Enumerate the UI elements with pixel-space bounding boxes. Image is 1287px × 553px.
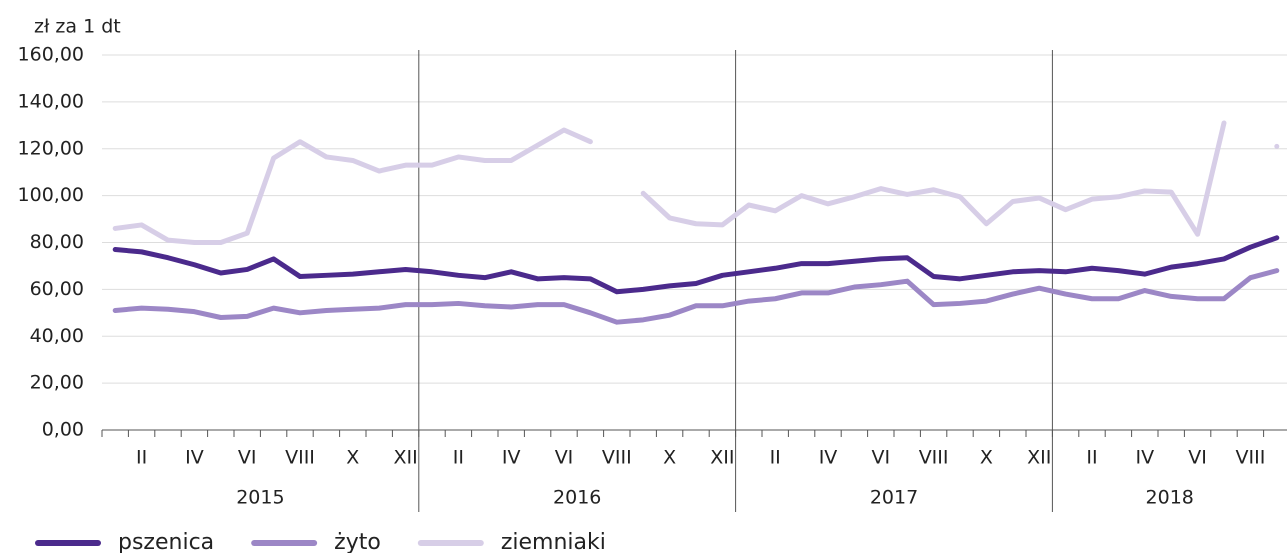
x-tick-label: VI <box>238 447 257 469</box>
year-label: 2016 <box>553 487 601 509</box>
x-tick-label: IV <box>819 447 838 469</box>
series-line <box>112 235 1280 295</box>
x-tick-label: IV <box>1135 447 1154 469</box>
x-tick-label: II <box>453 447 464 469</box>
y-tick-label: 0,00 <box>42 419 84 441</box>
x-tick-label: II <box>770 447 781 469</box>
legend-label: ziemniaki <box>501 530 606 553</box>
legend-label: żyto <box>334 530 381 553</box>
y-tick-label: 160,00 <box>18 44 84 66</box>
x-tick-label: II <box>136 447 147 469</box>
y-tick-label: 60,00 <box>30 278 84 300</box>
x-tick-label: XII <box>710 447 734 469</box>
x-tick-label: X <box>346 447 359 469</box>
x-tick-label: VIII <box>919 447 949 469</box>
y-tick-label: 140,00 <box>18 90 84 112</box>
x-tick-label: XII <box>393 447 417 469</box>
y-tick-label: 20,00 <box>30 372 84 394</box>
x-tick-label: XII <box>1027 447 1051 469</box>
y-tick-label: 100,00 <box>18 184 84 206</box>
x-tick-label: VIII <box>602 447 632 469</box>
year-label: 2017 <box>870 487 918 509</box>
x-tick-label: II <box>1086 447 1097 469</box>
y-tick-label: 80,00 <box>30 231 84 253</box>
y-tick-label: 40,00 <box>30 325 84 347</box>
y-tick-label: 120,00 <box>18 137 84 159</box>
y-axis-label: zł za 1 dt <box>34 16 121 38</box>
x-tick-label: VIII <box>1235 447 1265 469</box>
x-tick-label: VIII <box>285 447 315 469</box>
x-tick-label: IV <box>185 447 204 469</box>
legend-label: pszenica <box>118 530 214 553</box>
series-line <box>112 120 1280 245</box>
x-tick-label: X <box>663 447 676 469</box>
x-tick-label: VI <box>1188 447 1207 469</box>
series-line <box>112 268 1280 325</box>
year-label: 2015 <box>236 487 284 509</box>
year-label: 2018 <box>1146 487 1194 509</box>
x-tick-label: VI <box>871 447 890 469</box>
x-tick-label: IV <box>502 447 521 469</box>
x-tick-label: X <box>980 447 993 469</box>
x-tick-label: VI <box>555 447 574 469</box>
